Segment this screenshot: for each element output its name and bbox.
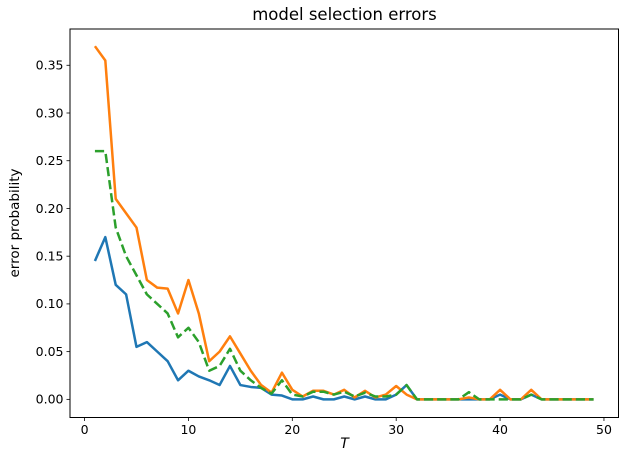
y-tick-label: 0.10	[36, 296, 64, 311]
y-tick-label: 0.25	[36, 153, 64, 168]
y-tick-label: 0.05	[36, 344, 64, 359]
series-line-green-dashed	[94, 149, 594, 401]
chart-title: model selection errors	[252, 5, 437, 24]
x-axis-label: T	[340, 436, 349, 452]
x-tick-label: 10	[180, 422, 196, 437]
series-line-orange-solid	[93, 45, 594, 401]
x-tick-label: 40	[492, 422, 508, 437]
y-tick-label: 0.35	[36, 58, 64, 73]
x-tick-label: 20	[284, 422, 300, 437]
x-tick-label: 30	[388, 422, 404, 437]
y-tick-label: 0.00	[36, 392, 64, 407]
y-tick-label: 0.15	[36, 248, 64, 263]
series-line-blue-solid	[93, 235, 594, 401]
y-tick-label: 0.20	[36, 201, 64, 216]
axes-spines	[69, 28, 619, 418]
x-tick-label: 50	[596, 422, 612, 437]
y-tick-label: 0.30	[36, 105, 64, 120]
x-tick-label: 0	[81, 422, 89, 437]
